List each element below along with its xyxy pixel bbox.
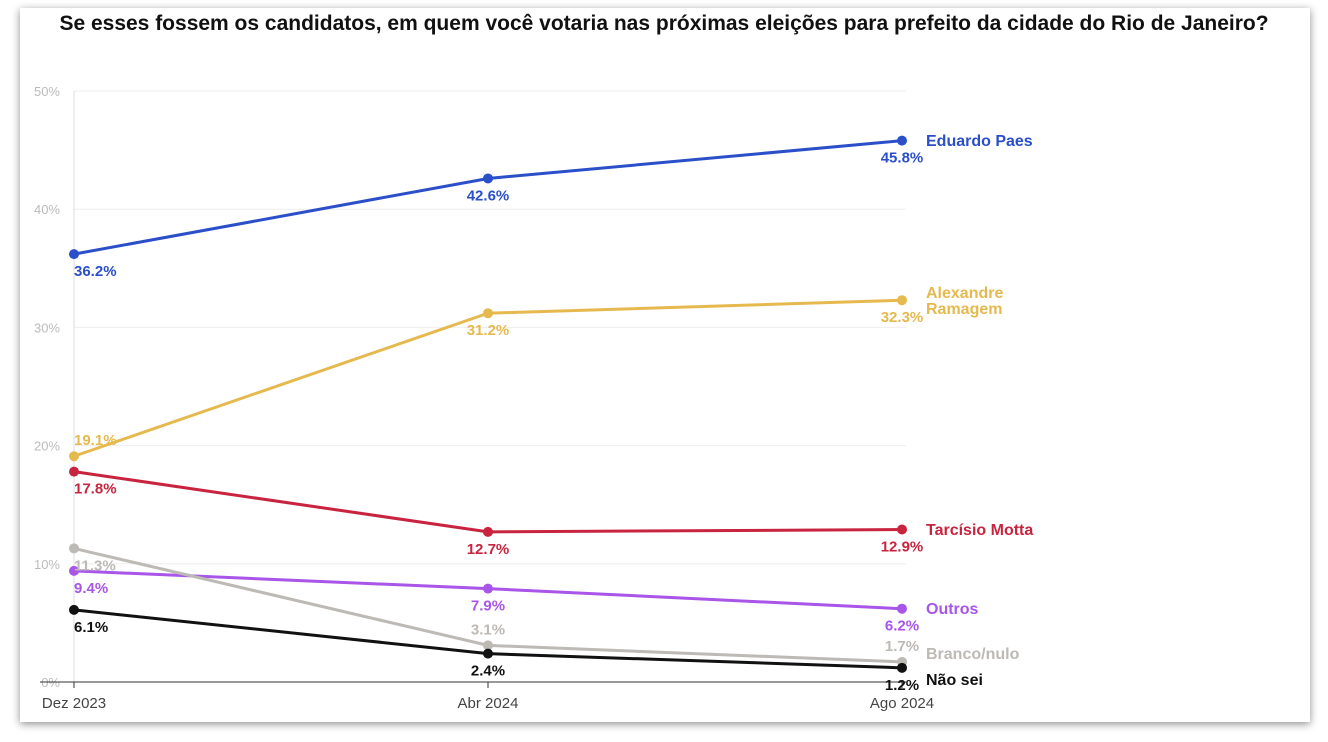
y-tick-label: 40%	[34, 202, 60, 217]
data-label: 6.2%	[885, 618, 919, 635]
data-point	[69, 249, 79, 260]
series-label: Eduardo Paes	[926, 133, 1033, 150]
data-label: 17.8%	[74, 481, 117, 498]
x-tick-label: Ago 2024	[870, 695, 934, 712]
data-point	[69, 451, 79, 462]
data-point	[69, 543, 79, 554]
data-point	[897, 662, 907, 673]
data-label: 42.6%	[467, 187, 510, 204]
data-point	[483, 526, 493, 537]
data-label: 12.7%	[467, 541, 510, 558]
y-tick-label: 10%	[34, 557, 60, 572]
y-tick-label: 50%	[34, 84, 60, 99]
series-label: Ramagem	[926, 301, 1002, 318]
data-point	[483, 640, 493, 651]
chart-title: Se esses fossem os candidatos, em quem v…	[59, 12, 1269, 35]
data-point	[69, 604, 79, 615]
data-label: 36.2%	[74, 263, 117, 280]
series-label: Tarcísio Motta	[926, 522, 1033, 539]
data-label: 19.1%	[74, 432, 117, 449]
data-point	[483, 583, 493, 594]
y-tick-label: 20%	[34, 439, 60, 454]
data-label: 3.1%	[471, 621, 505, 638]
data-label: 11.3%	[74, 557, 116, 574]
data-label: 1.7%	[885, 638, 919, 655]
x-tick-label: Abr 2024	[458, 695, 519, 712]
data-point	[69, 565, 79, 576]
data-point	[483, 173, 493, 184]
data-point	[483, 648, 493, 659]
data-label: 32.3%	[881, 309, 924, 326]
data-point	[897, 295, 907, 306]
data-point	[483, 308, 493, 319]
data-point	[897, 135, 907, 146]
data-point	[69, 466, 79, 477]
series-label: Outros	[926, 601, 979, 618]
series-label: Alexandre	[926, 285, 1003, 302]
series-label: Branco/nulo	[926, 646, 1020, 663]
data-point	[897, 603, 907, 614]
data-label: 7.9%	[471, 598, 505, 615]
chart-card	[20, 8, 1310, 722]
data-label: 2.4%	[471, 663, 505, 680]
series-line	[73, 608, 903, 670]
data-label: 1.2%	[885, 677, 919, 694]
series-label: Não sei	[926, 672, 983, 689]
y-tick-label: 30%	[34, 320, 60, 335]
data-label: 31.2%	[467, 322, 510, 339]
x-tick-label: Dez 2023	[42, 695, 106, 712]
data-label: 12.9%	[881, 539, 924, 556]
data-label: 45.8%	[881, 150, 924, 167]
data-label: 9.4%	[74, 580, 108, 597]
data-label: 6.1%	[74, 619, 108, 636]
series-line	[73, 470, 903, 534]
data-point	[897, 524, 907, 535]
